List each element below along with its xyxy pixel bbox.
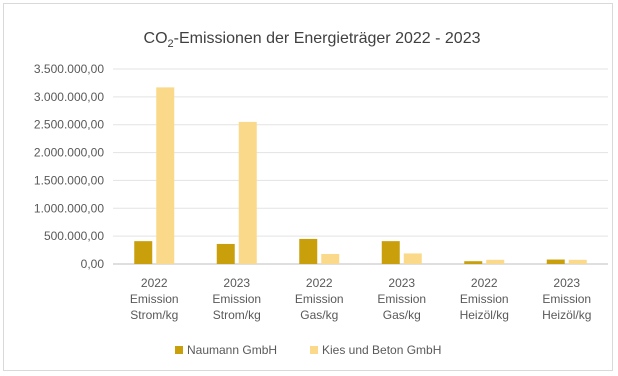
bar-kies-und-beton: [321, 253, 340, 264]
y-tick-label: 2.500.000,00: [34, 118, 104, 132]
y-tick-label: 1.500.000,00: [34, 173, 104, 187]
legend-swatch: [310, 346, 318, 354]
legend-swatch: [175, 346, 183, 354]
bar-naumann: [381, 241, 400, 264]
bar-naumann: [134, 241, 153, 264]
x-category-label: 2023 Emission Gas/kg: [377, 276, 426, 322]
y-tick-label: 3.500.000,00: [34, 62, 104, 76]
y-tick-label: 1.000.000,00: [34, 201, 104, 215]
bar-kies-und-beton: [486, 259, 505, 264]
bar-kies-und-beton: [238, 121, 257, 264]
bar-naumann: [299, 238, 318, 264]
bar-kies-und-beton: [156, 87, 175, 264]
bar-kies-und-beton: [403, 253, 422, 264]
x-category-label: 2023 Emission Strom/kg: [212, 276, 261, 322]
legend-label: Kies und Beton GmbH: [322, 343, 441, 357]
bar-naumann: [546, 259, 565, 264]
y-tick-label: 2.000.000,00: [34, 146, 104, 160]
x-category-label: 2023 Emission Heizöl/kg: [542, 276, 591, 322]
y-tick-label: 500.000,00: [44, 229, 104, 243]
chart-title: CO2-Emissionen der Energieträger 2022 - …: [144, 30, 481, 50]
bar-naumann: [216, 243, 235, 264]
y-tick-label: 0,00: [81, 257, 105, 271]
legend-label: Naumann GmbH: [187, 343, 277, 357]
x-category-label: 2022 Emission Strom/kg: [130, 276, 179, 322]
bar-naumann: [464, 261, 483, 264]
bar-kies-und-beton: [568, 259, 587, 264]
y-tick-label: 3.000.000,00: [34, 90, 104, 104]
chart-frame: [3, 3, 613, 371]
x-category-label: 2022 Emission Heizöl/kg: [460, 276, 509, 322]
x-category-label: 2022 Emission Gas/kg: [295, 276, 344, 322]
